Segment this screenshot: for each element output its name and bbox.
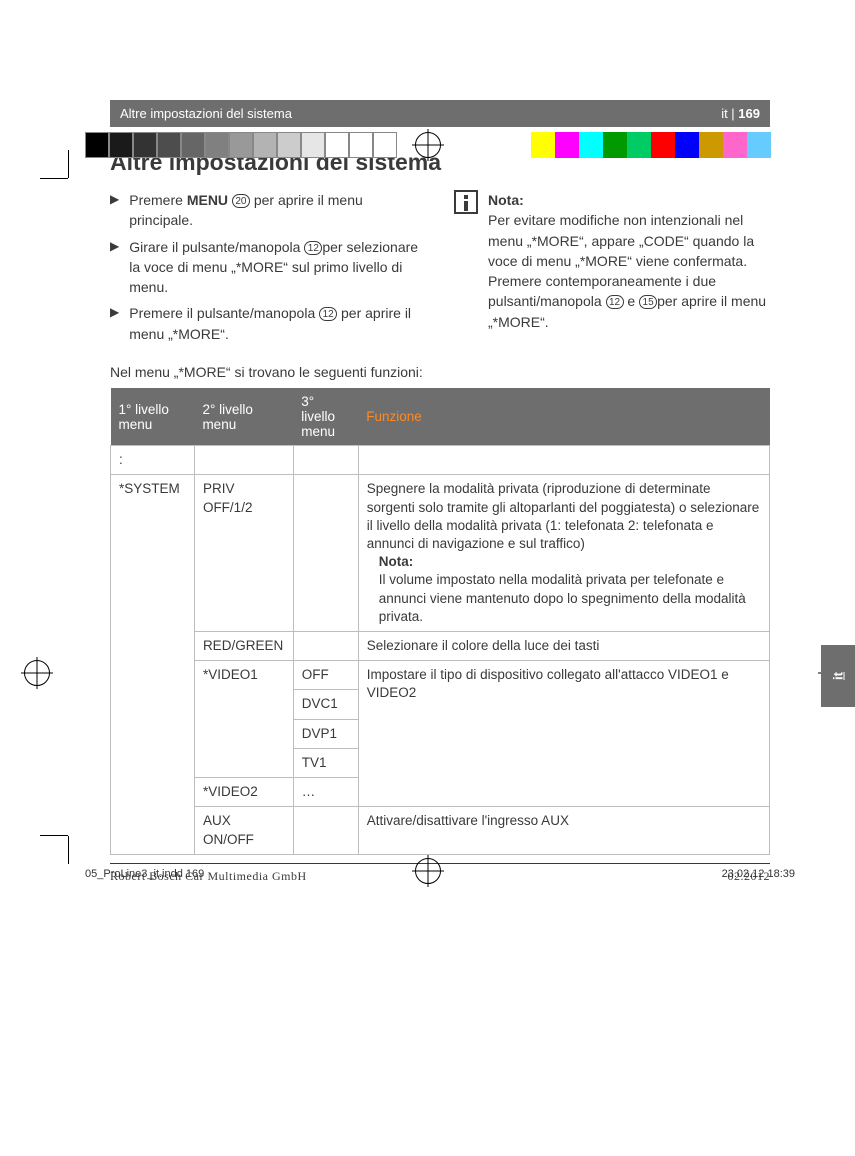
registration-mark-icon <box>24 660 50 686</box>
menu-functions-table: 1° livello menu 2° livello menu 3° livel… <box>110 388 770 855</box>
col-header: 2° livello menu <box>194 388 293 446</box>
info-icon <box>454 190 478 214</box>
col-header: 1° livello menu <box>111 388 195 446</box>
crop-mark <box>40 178 68 179</box>
table-row: *VIDEO1 OFF Impostare il tipo di disposi… <box>111 661 770 690</box>
table-intro: Nel menu „*MORE“ si trovano le seguenti … <box>110 364 770 380</box>
crop-mark <box>68 150 69 178</box>
col-header: Funzione <box>358 388 769 446</box>
section-title: Altre impostazioni del sistema <box>120 106 292 121</box>
crop-mark <box>68 836 69 864</box>
table-row: RED/GREEN Selezionare il colore della lu… <box>111 632 770 661</box>
print-colorbar-grayscale <box>85 132 397 158</box>
imposition-slug: 05_ProLine3_it.indd 169 23.02.12 18:39 <box>85 868 795 880</box>
col-header: 3° livello menu <box>293 388 358 446</box>
instruction-step: ▶Premere MENU 20 per aprire il menu prin… <box>110 190 426 231</box>
running-header: Altre impostazioni del sistema it | 169 <box>110 100 770 127</box>
print-colorbar-color <box>531 132 795 158</box>
table-row: AUX ON/OFF Attivare/disattivare l'ingres… <box>111 807 770 854</box>
page-locator: it | 169 <box>721 106 760 121</box>
table-row: : <box>111 446 770 475</box>
table-row: *SYSTEM PRIV OFF/1/2 Spegnere la modalit… <box>111 475 770 632</box>
language-thumb-tab: it <box>821 645 855 707</box>
instruction-step: ▶Premere il pulsante/manopola 12 per apr… <box>110 303 426 344</box>
note-block: Nota: Per evitare modifiche non intenzio… <box>488 190 770 332</box>
crop-mark <box>40 835 68 836</box>
instruction-step: ▶Girare il pulsante/manopola 12per selez… <box>110 237 426 298</box>
note-text: Per evitare modifiche non intenzionali n… <box>488 210 770 332</box>
registration-mark-icon <box>415 132 441 158</box>
instruction-list: ▶Premere MENU 20 per aprire il menu prin… <box>110 190 426 344</box>
